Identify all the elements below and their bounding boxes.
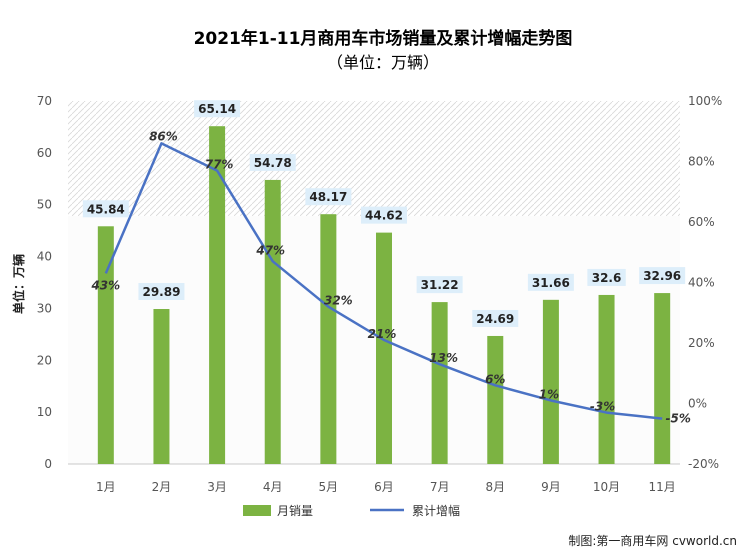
legend: 月销量 累计增幅 — [243, 503, 460, 518]
bar-label-box — [527, 273, 574, 291]
legend-label-bar: 月销量 — [277, 504, 313, 518]
bar — [153, 308, 170, 464]
line-point-label: 6% — [485, 372, 505, 386]
bar-label-box — [138, 282, 185, 300]
line-point-label: -5% — [666, 412, 691, 426]
line-point-label: 32% — [324, 294, 353, 308]
chart-subtitle: （单位：万辆） — [327, 53, 439, 72]
x-tick-label: 11月 — [649, 480, 676, 494]
line-series — [104, 142, 663, 420]
left-tick-label: 10 — [37, 405, 52, 419]
left-axis-ticks: 0 10 20 30 40 50 60 70 — [37, 94, 52, 471]
bar — [97, 226, 114, 464]
bar — [654, 293, 671, 464]
bar-label: 31.22 — [421, 278, 459, 292]
bar-label-box — [82, 200, 129, 218]
bar-label: 65.14 — [198, 102, 236, 116]
bar-label: 32.6 — [592, 271, 622, 285]
left-tick-label: 50 — [37, 198, 52, 212]
bar — [542, 299, 559, 464]
bar-label: 31.66 — [532, 276, 570, 290]
bar-label-box — [361, 206, 407, 224]
bar — [376, 232, 392, 464]
bar-label-box — [249, 153, 296, 171]
bar-label-box — [194, 100, 241, 118]
x-tick-label: 7月 — [430, 480, 450, 494]
right-tick-label: 80% — [688, 155, 715, 169]
bar-data-labels: 45.84 29.89 65.14 54.78 48.17 44.62 31.22 24.69… — [82, 100, 686, 327]
right-tick-label: 40% — [688, 276, 715, 290]
bar-label: 24.69 — [476, 312, 514, 326]
left-tick-label: 70 — [37, 94, 52, 108]
bar-label-box — [305, 188, 352, 206]
bar-label-box — [416, 276, 463, 294]
x-tick-label: 5月 — [319, 480, 339, 494]
bar-label: 32.96 — [643, 269, 681, 283]
bar-label: 54.78 — [254, 156, 292, 170]
x-tick-label: 9月 — [541, 480, 561, 494]
line-point-label: 86% — [149, 129, 178, 143]
line-data-labels: 43% 86% 77% 47% 32% 21% 13% 6% 1% -3% -5% — [90, 129, 690, 425]
bar-label: 48.17 — [309, 190, 347, 204]
x-tick-label: 4月 — [263, 480, 283, 494]
bar — [487, 335, 504, 464]
y-axis-title: 单位：万辆 — [11, 254, 26, 314]
line-point-label: 13% — [429, 351, 458, 365]
chart-title: 2021年1-11月商用车市场销量及累计增幅走势图 — [194, 28, 573, 49]
x-tick-label: 10月 — [593, 480, 620, 494]
right-tick-label: 20% — [688, 336, 715, 350]
line-point-label: -3% — [590, 400, 615, 414]
right-axis-ticks: -20% 0% 20% 40% 60% 80% 100% — [688, 94, 722, 471]
right-tick-label: 60% — [688, 215, 715, 229]
line-point-label: 47% — [255, 243, 285, 257]
x-tick-label: 2月 — [152, 480, 172, 494]
line-point-label: 1% — [539, 387, 559, 401]
bar — [431, 302, 448, 464]
bar — [320, 214, 337, 464]
x-tick-label: 3月 — [207, 480, 227, 494]
left-tick-label: 40 — [37, 250, 52, 264]
left-tick-label: 0 — [44, 457, 52, 471]
bar-label: 44.62 — [365, 209, 403, 223]
legend-swatch-bar — [243, 505, 271, 516]
legend-label-line: 累计增幅 — [412, 503, 460, 518]
bar-label-box — [472, 309, 519, 327]
left-tick-label: 60 — [37, 146, 52, 160]
bar — [598, 294, 615, 464]
bar — [264, 179, 281, 464]
line-point-label: 21% — [368, 327, 397, 341]
bar-label-box — [587, 268, 626, 286]
line-point-label: 77% — [205, 158, 234, 172]
right-tick-label: 100% — [688, 94, 722, 108]
left-tick-label: 30 — [37, 301, 52, 315]
bar — [209, 126, 226, 464]
right-tick-label: -20% — [688, 457, 719, 471]
bar-label: 29.89 — [142, 285, 180, 299]
source-credit: 制图:第一商用车网 cvworld.cn — [568, 533, 737, 548]
x-tick-label: 8月 — [485, 480, 505, 494]
right-tick-label: 0% — [688, 397, 707, 411]
x-tick-label: 1月 — [96, 480, 116, 494]
bar-series — [97, 126, 671, 464]
bar-label: 45.84 — [87, 202, 125, 216]
growth-line — [104, 142, 663, 420]
line-point-label: 43% — [90, 278, 120, 292]
left-tick-label: 20 — [37, 353, 52, 367]
x-tick-label: 6月 — [374, 480, 394, 494]
x-axis-ticks: 1月 2月 3月 4月 5月 6月 7月 8月 9月 10月 11月 — [96, 480, 676, 494]
bar-label-box — [639, 267, 686, 285]
